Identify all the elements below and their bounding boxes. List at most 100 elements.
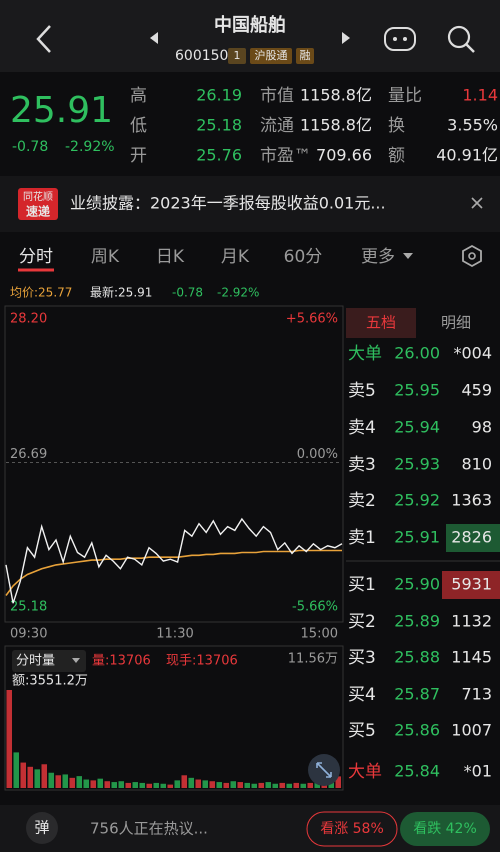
tag-label: 1 <box>234 49 241 62</box>
chart-tab[interactable]: 60分 <box>284 247 323 267</box>
stat-value: 1158.8亿 <box>300 86 372 105</box>
close-news[interactable] <box>471 197 483 209</box>
prev-stock[interactable] <box>150 32 158 44</box>
search-icon[interactable] <box>447 25 475 53</box>
news-text: 业绩披露：2023年一季报每股收益0.01元... <box>70 194 386 213</box>
stat-label: 市盈™ <box>260 146 311 166</box>
stat-label: 开 <box>130 146 147 166</box>
tab-active[interactable] <box>346 308 416 338</box>
last-price: 25.91 <box>10 90 113 131</box>
stat-label: 量比 <box>388 86 422 106</box>
volume-selector[interactable] <box>12 650 86 672</box>
volume-bar <box>293 782 299 788</box>
chart-tab[interactable]: 更多 <box>361 247 395 267</box>
stat-value: 26.19 <box>196 86 242 105</box>
chart-tab[interactable]: 日K <box>156 247 185 267</box>
volume-frame <box>4 645 344 791</box>
book-level: 卖3 <box>348 455 376 475</box>
chart-frame <box>4 305 344 623</box>
bull-button[interactable] <box>306 811 398 847</box>
stat-value: 40.91亿 <box>436 146 498 165</box>
dropdown-arrow <box>72 658 80 663</box>
volume-bar <box>146 783 152 788</box>
next-stock[interactable] <box>342 32 350 44</box>
book-tab[interactable]: 五档 <box>366 314 396 332</box>
volume-bar <box>237 782 243 788</box>
book-volume: 2826 <box>451 528 492 547</box>
book-level: 买3 <box>348 648 376 668</box>
tag <box>228 48 246 64</box>
book-level: 卖4 <box>348 418 376 438</box>
tag <box>296 48 314 64</box>
news-badge <box>18 188 58 220</box>
chart-tab[interactable]: 周K <box>91 247 120 267</box>
volume-tick-label: 11.56万 <box>288 652 338 667</box>
stock-name: 中国船舶 <box>214 14 286 36</box>
book-level: 卖1 <box>348 528 376 548</box>
volume-bar <box>13 752 19 788</box>
bear-button[interactable] <box>400 812 490 846</box>
volume-bar <box>160 783 166 788</box>
time-label: 09:30 <box>10 627 47 642</box>
volume-bar <box>209 781 215 788</box>
robot-icon[interactable] <box>384 27 416 51</box>
danmu-button[interactable] <box>26 812 58 844</box>
volume-bar <box>300 783 306 788</box>
bear-label: 看跌 42% <box>413 821 477 837</box>
book-price: 25.90 <box>394 575 440 594</box>
book-volume: 459 <box>461 381 492 400</box>
badge-line: 同花顺 <box>23 190 53 203</box>
stat-label: 换 <box>388 116 405 136</box>
volume-bar <box>90 780 96 788</box>
stat-value: 709.66 <box>316 146 372 165</box>
book-price: 25.88 <box>394 648 440 667</box>
book-price: 25.93 <box>394 455 440 474</box>
volume-bar <box>195 779 201 788</box>
volume-bar <box>6 690 12 788</box>
volume-bar <box>118 781 124 788</box>
volume-bar <box>286 783 292 788</box>
last-hand: 现手:13706 <box>166 654 238 669</box>
pct-tick-label: -5.66% <box>292 600 338 615</box>
chart-tab[interactable]: 月K <box>221 247 250 267</box>
volume-bar <box>272 783 278 788</box>
dropdown-arrow <box>403 253 413 259</box>
book-tab[interactable]: 明细 <box>441 314 471 332</box>
book-price: 26.00 <box>394 344 440 363</box>
tag-label: 融 <box>300 49 311 62</box>
book-volume: 1363 <box>451 491 492 510</box>
book-volume: 1132 <box>451 612 492 631</box>
price-change: -0.78 <box>12 139 48 155</box>
volume-bar <box>251 783 257 788</box>
badge-line: 速递 <box>26 204 50 219</box>
stat-value: 25.76 <box>196 146 242 165</box>
price-tick-label: 26.69 <box>10 447 47 462</box>
pct-tick-label: +5.66% <box>286 312 338 327</box>
stat-label: 高 <box>130 86 147 106</box>
settings-icon[interactable] <box>462 244 482 268</box>
book-level: 买5 <box>348 721 376 741</box>
volume-bar <box>167 784 173 788</box>
volume-bar <box>132 782 138 788</box>
avg-price: 均价:25.77 <box>10 286 72 300</box>
stock-code: 600150 <box>175 48 228 64</box>
back-button[interactable] <box>36 25 51 53</box>
volume-bar <box>111 782 117 788</box>
volume-bar <box>153 782 159 788</box>
book-volume: 98 <box>472 418 492 437</box>
news-bar[interactable] <box>0 176 500 232</box>
discussion[interactable]: 756人正在热议... <box>90 820 208 838</box>
book-level: 卖2 <box>348 491 376 511</box>
chart-tab[interactable]: 分时 <box>19 247 53 267</box>
tag-label: 沪股通 <box>255 48 288 62</box>
stat-value: 3.55% <box>447 116 498 135</box>
stat-value: 1.14 <box>462 86 498 105</box>
stat-label: 低 <box>130 116 147 136</box>
volume-bar <box>69 777 75 788</box>
volume-bar <box>55 775 61 788</box>
book-level: 大单 <box>348 344 382 364</box>
book-volume: 5931 <box>451 575 492 594</box>
stat-label: 市值 <box>260 86 294 106</box>
volume-label: 分时量 <box>16 654 55 669</box>
